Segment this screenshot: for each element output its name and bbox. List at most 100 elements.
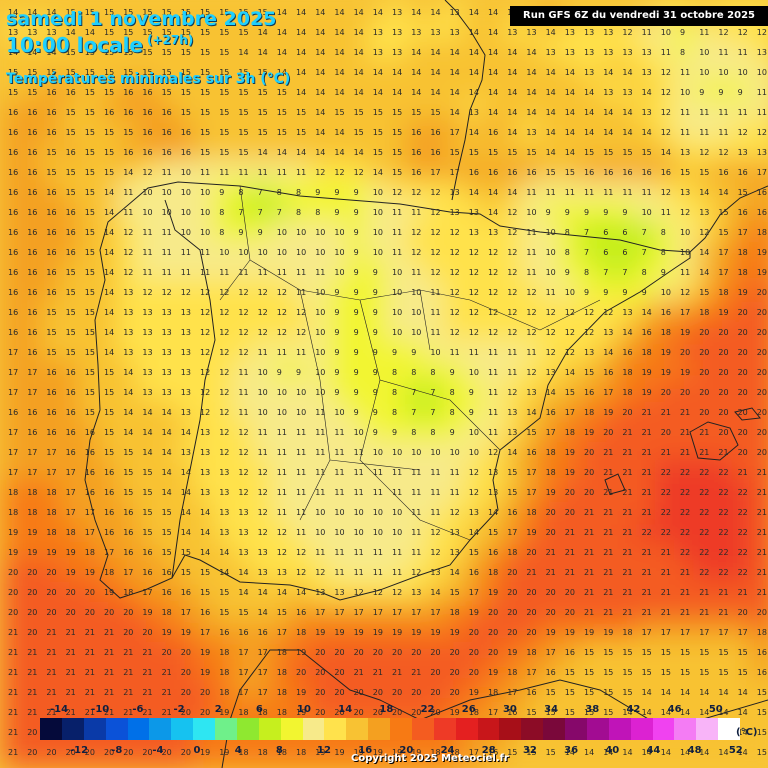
temperature-value: 14 — [162, 448, 172, 457]
temperature-value: 12 — [219, 328, 229, 337]
temperature-value: 20 — [354, 708, 364, 717]
temperature-value: 20 — [699, 388, 709, 397]
temperature-value: 8 — [565, 248, 570, 257]
temperature-value: 15 — [277, 608, 287, 617]
temperature-value: 14 — [565, 68, 575, 77]
temperature-value: 21 — [546, 548, 556, 557]
temperature-value: 15 — [622, 668, 632, 677]
temperature-value: 9 — [584, 288, 589, 297]
temperature-value: 18 — [757, 628, 767, 637]
temperature-value: 10 — [296, 248, 306, 257]
temperature-value: 16 — [8, 108, 18, 117]
legend-swatch — [368, 718, 390, 740]
temperature-value: 14 — [507, 448, 517, 457]
temperature-value: 15 — [411, 108, 421, 117]
temperature-value: 22 — [699, 508, 709, 517]
temperature-value: 9 — [622, 208, 627, 217]
temperature-value: 21 — [66, 668, 76, 677]
temperature-value: 16 — [46, 88, 56, 97]
temperature-value: 17 — [526, 488, 536, 497]
temperature-value: 22 — [718, 468, 728, 477]
temperature-value: 10 — [373, 508, 383, 517]
temperature-value: 14 — [334, 48, 344, 57]
temperature-value: 11 — [277, 348, 287, 357]
temperature-value: 16 — [66, 448, 76, 457]
temperature-value: 16 — [123, 148, 133, 157]
temperature-value: 18 — [277, 668, 287, 677]
temperature-value: 15 — [219, 608, 229, 617]
temperature-value: 12 — [123, 228, 133, 237]
temperature-value: 12 — [315, 568, 325, 577]
temperature-value: 12 — [450, 248, 460, 257]
temperature-value: 14 — [469, 48, 479, 57]
temperature-value: 11 — [488, 408, 498, 417]
temperature-value: 20 — [488, 648, 498, 657]
temperature-value: 21 — [85, 628, 95, 637]
temperature-value: 10 — [277, 248, 287, 257]
temperature-value: 13 — [181, 368, 191, 377]
temperature-value: 15 — [680, 648, 690, 657]
temperature-value: 21 — [622, 428, 632, 437]
temperature-value: 21 — [738, 468, 748, 477]
temperature-value: 11 — [315, 268, 325, 277]
temperature-value: 19 — [142, 608, 152, 617]
temperature-value: 20 — [27, 728, 37, 737]
temperature-value: 12 — [469, 268, 479, 277]
temperature-value: 17 — [488, 708, 498, 717]
temperature-value: 11 — [392, 468, 402, 477]
temperature-value: 15 — [392, 108, 402, 117]
legend-swatch — [411, 718, 434, 740]
temperature-value: 15 — [238, 88, 248, 97]
temperature-value: 10 — [373, 228, 383, 237]
temperature-value: 21 — [411, 668, 421, 677]
temperature-value: 17 — [546, 428, 556, 437]
temperature-value: 14 — [411, 8, 421, 17]
temperature-value: 14 — [258, 48, 268, 57]
temperature-value: 7 — [622, 268, 627, 277]
temperature-value: 20 — [507, 608, 517, 617]
temperature-value: 18 — [162, 608, 172, 617]
temperature-value: 16 — [162, 568, 172, 577]
temperature-value: 21 — [622, 548, 632, 557]
temperature-value: 21 — [603, 448, 613, 457]
temperature-value: 14 — [315, 8, 325, 17]
temperature-value: 21 — [565, 568, 575, 577]
temperature-value: 11 — [200, 268, 210, 277]
temperature-value: 20 — [757, 428, 767, 437]
temperature-value: 14 — [488, 68, 498, 77]
temperature-value: 16 — [66, 388, 76, 397]
temperature-value: 16 — [8, 188, 18, 197]
temperature-value: 20 — [738, 428, 748, 437]
legend-tick-bottom: -4 — [152, 745, 164, 756]
temperature-value: 18 — [450, 608, 460, 617]
temperature-value: 14 — [642, 88, 652, 97]
temperature-value: 13 — [584, 348, 594, 357]
temperature-value: 15 — [219, 88, 229, 97]
temperature-value: 19 — [296, 648, 306, 657]
temperature-value: 21 — [757, 588, 767, 597]
temperature-value: 17 — [699, 628, 709, 637]
temperature-value: 19 — [27, 528, 37, 537]
temperature-value: 13 — [181, 308, 191, 317]
temperature-value: 14 — [373, 168, 383, 177]
temperature-value: 9 — [622, 288, 627, 297]
temperature-value: 18 — [219, 648, 229, 657]
temperature-value: 18 — [738, 248, 748, 257]
temperature-value: 15 — [219, 48, 229, 57]
temperature-value: 18 — [661, 328, 671, 337]
temperature-value: 13 — [162, 328, 172, 337]
temperature-value: 20 — [46, 748, 56, 757]
temperature-value: 12 — [507, 248, 517, 257]
legend-swatch — [258, 718, 281, 740]
temperature-value: 16 — [66, 408, 76, 417]
temperature-value: 15 — [392, 148, 402, 157]
temperature-value: 14 — [315, 28, 325, 37]
temperature-value: 17 — [66, 508, 76, 517]
temperature-value: 14 — [661, 148, 671, 157]
temperature-value: 16 — [66, 148, 76, 157]
temperature-value: 14 — [699, 188, 709, 197]
legend-swatch — [105, 718, 128, 740]
temperature-value: 12 — [450, 268, 460, 277]
temperature-value: 20 — [738, 348, 748, 357]
temperature-value: 14 — [469, 28, 479, 37]
